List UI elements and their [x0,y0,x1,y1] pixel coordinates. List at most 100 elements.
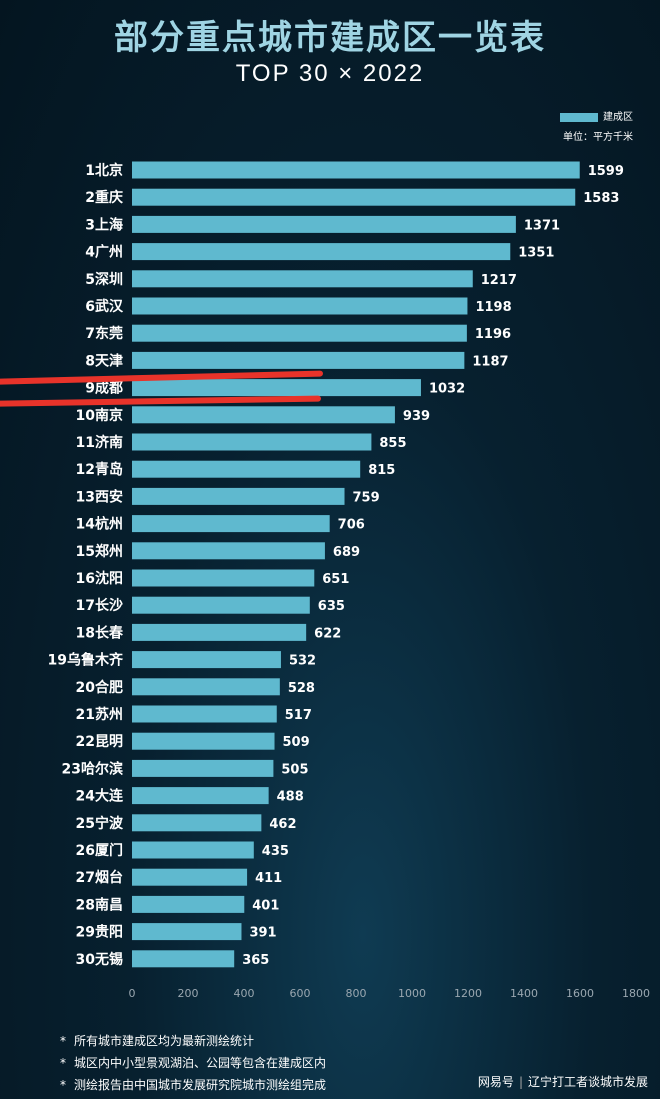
data-label: 939 [403,409,430,424]
bar [132,923,242,941]
bar [132,868,248,886]
category-label: 17长沙 [76,597,123,614]
category-label: 10南京 [76,407,123,424]
bar [132,623,307,641]
x-tick-label: 600 [290,987,311,1000]
data-label: 411 [255,871,282,886]
data-label: 815 [368,463,395,478]
bar [132,705,277,723]
bar-chart: 1北京 1599 2重庆 1583 3上海 1371 4广州 1351 5深圳 1217 6武汉 11… [0,161,650,1000]
data-label: 689 [333,545,360,560]
bar [132,433,372,451]
data-label: 401 [252,898,279,913]
data-label: 1583 [583,191,619,206]
bar [132,542,325,560]
x-tick-label: 800 [346,987,367,1000]
category-label: 14杭州 [76,516,123,533]
x-tick-label: 0 [129,987,136,1000]
x-tick-label: 1000 [398,987,426,1000]
category-label: 19乌鲁木齐 [48,652,124,669]
data-label: 509 [283,735,310,750]
category-label: 24大连 [76,788,124,805]
bar [132,270,473,288]
category-label: 21苏州 [76,706,123,723]
bar [132,787,269,805]
category-label: 3上海 [85,216,123,233]
bar [132,596,310,614]
category-label: 26厦门 [76,842,123,859]
data-label: 488 [277,790,304,805]
footnote: * 所有城市建成区均为最新测绘统计 [60,1034,255,1048]
category-label: 23哈尔滨 [62,760,123,777]
data-label: 1599 [588,164,624,179]
category-label: 16沈阳 [76,570,123,587]
data-label: 391 [249,926,276,941]
bar [132,515,330,533]
bar [132,406,395,424]
x-tick-label: 1600 [566,987,594,1000]
category-label: 2重庆 [85,189,123,206]
bar [132,950,235,968]
bar [132,569,315,587]
bar [132,460,361,478]
bar [132,732,275,750]
category-label: 22昆明 [76,734,123,750]
data-label: 1217 [481,273,517,288]
x-tick-label: 200 [178,987,199,1000]
footnotes: * 所有城市建成区均为最新测绘统计 * 城区内中小型景观湖泊、公园等包含在建成区内 … [60,1030,326,1096]
data-label: 1187 [472,354,508,369]
category-label: 1北京 [85,162,123,179]
data-label: 1198 [475,300,511,315]
source-watermark: 网易号 | 辽宁打工者谈城市发展 [477,1075,648,1089]
data-label: 855 [379,436,406,451]
data-label: 759 [353,490,380,505]
category-label: 15郑州 [76,543,123,560]
data-label: 462 [269,817,296,832]
chart-legend: 建成区 单位：平方千米 [560,108,633,143]
highlight-line [0,395,321,407]
data-label: 532 [289,654,316,669]
data-label: 517 [285,708,312,723]
category-label: 29贵阳 [76,924,123,941]
x-tick-label: 1400 [510,987,538,1000]
data-label: 635 [318,599,345,614]
bar [132,188,576,206]
page-subtitle: TOP 30 × 2022 [235,60,425,87]
page-title: 部分重点城市建成区一览表 [114,18,546,58]
category-label: 27烟台 [76,869,123,886]
watermark-author: 辽宁打工者谈城市发展 [527,1075,648,1089]
data-label: 706 [338,518,365,533]
bar [132,895,245,913]
bar [132,759,274,777]
data-label: 651 [322,572,349,587]
legend-series-label: 建成区 [603,112,633,123]
data-label: 435 [262,844,289,859]
bar [132,678,280,696]
legend-swatch [560,112,598,122]
category-label: 11济南 [76,434,123,451]
bar [132,487,345,505]
bar [132,243,511,261]
bar [132,324,467,342]
category-label: 18长春 [76,624,124,641]
bar [132,814,262,832]
x-tick-label: 400 [234,987,255,1000]
bar [132,841,254,859]
category-label: 6武汉 [85,298,124,315]
bar [132,379,421,397]
data-label: 1196 [475,327,511,342]
bar [132,215,516,233]
bar [132,351,465,369]
category-label: 20合肥 [76,679,123,696]
category-label: 9成都 [85,380,123,397]
bar [132,651,281,669]
bar [132,297,468,315]
data-label: 528 [288,681,315,696]
category-label: 25宁波 [76,815,124,832]
category-label: 28南昌 [76,896,123,913]
category-label: 7东莞 [85,325,123,342]
watermark-source: 网易号 [477,1075,514,1089]
highlight-line [0,370,323,385]
footnote: * 测绘报告由中国城市发展研究院城市测绘组完成 [60,1078,327,1092]
data-label: 365 [242,953,269,968]
